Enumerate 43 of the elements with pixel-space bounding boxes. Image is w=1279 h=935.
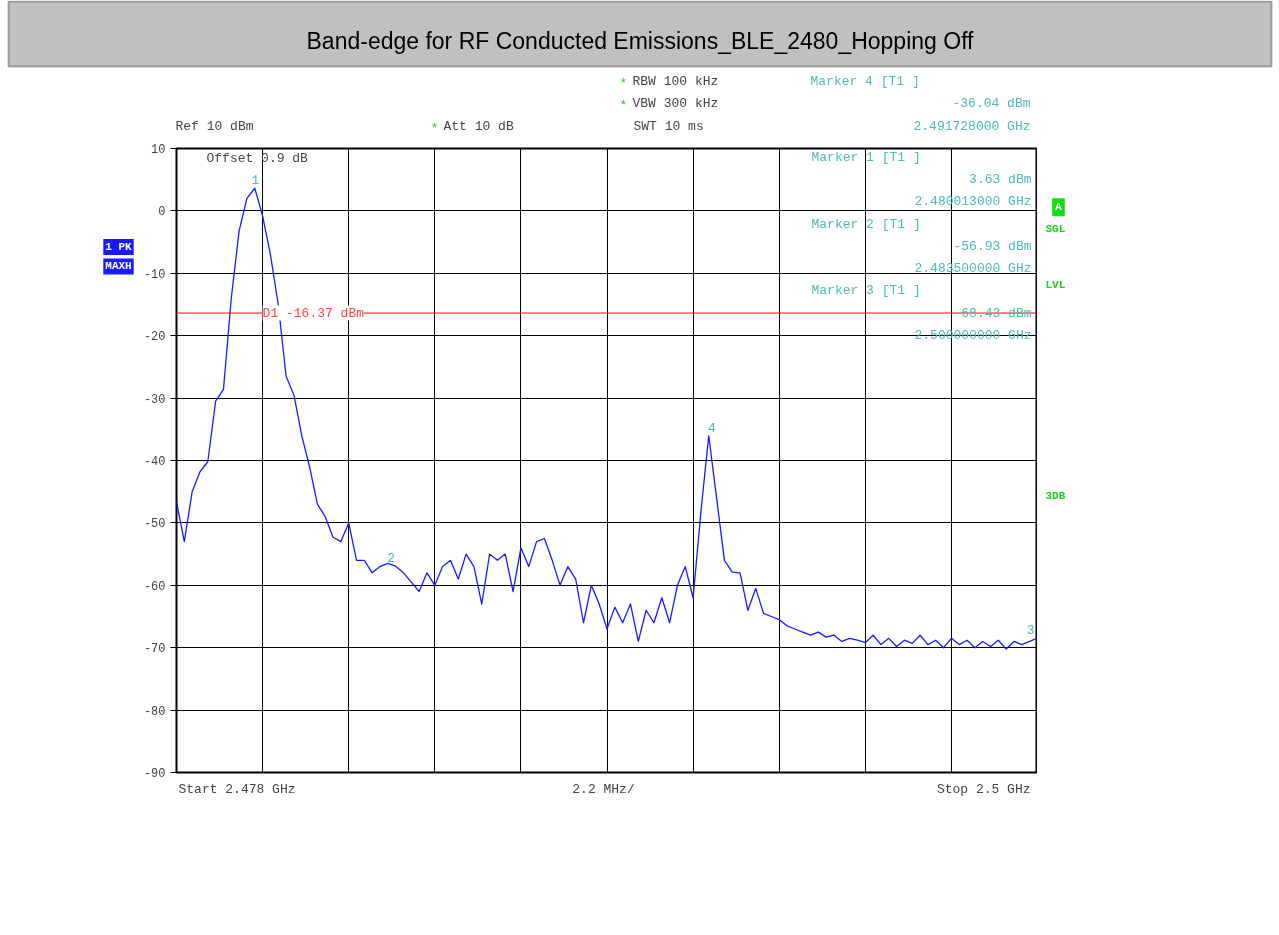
y-tick-label: -10 (143, 267, 166, 282)
text: -36.04 dBm (952, 95, 1031, 111)
annotation: 3.63 dBm (969, 171, 1032, 187)
text: SWT 10 ms (633, 118, 704, 134)
annotation: 3 (1026, 622, 1035, 638)
y-tick-label: -70 (143, 642, 166, 657)
y-tick-label: -90 (143, 767, 166, 781)
annotation: Marker 2 [T1 ] (811, 216, 921, 232)
text: * (619, 97, 628, 113)
y-tick-label: -30 (143, 392, 166, 407)
text: RBW 100 kHz (632, 73, 719, 89)
text: Marker 4 [T1 ] (810, 73, 920, 89)
y-tick-label: -20 (143, 330, 166, 345)
ref-line-label: D1 -16.37 dBm (262, 305, 365, 321)
line-series (176, 187, 1037, 650)
annotation: 1 (251, 173, 260, 189)
text: Ref 10 dBm (175, 118, 254, 134)
text: * (619, 75, 628, 91)
y-tick-label: 0 (158, 205, 166, 220)
y-tick-label: -40 (143, 455, 166, 469)
chart-title: Band-edge for RF Conducted Emissions_BLE_2480_Hopping Off (306, 27, 975, 54)
text: Att 10 dB (443, 118, 514, 134)
annotation: Marker 1 [T1 ] (811, 149, 921, 165)
text: LVL (1045, 278, 1066, 291)
text: VBW 300 kHz (632, 95, 719, 111)
text: Start 2.478 GHz (178, 781, 296, 797)
annotation: 4 (707, 420, 716, 436)
y-tick-label: -50 (143, 517, 166, 532)
text: A (1055, 201, 1063, 214)
y-tick-label: -80 (143, 704, 166, 719)
text: 1 PK (105, 241, 133, 254)
annotation: -56.93 dBm (953, 238, 1032, 254)
text: 2.2 MHz/ (572, 781, 635, 797)
y-tick-label: -60 (143, 579, 166, 594)
text: * (430, 120, 439, 136)
text: MAXH (105, 260, 132, 273)
text: 2.491728000 GHz (913, 118, 1031, 134)
annotation: 2 (387, 551, 396, 567)
annotation: Marker 3 [T1 ] (811, 282, 921, 298)
text: 3DB (1045, 490, 1066, 503)
text: Stop 2.5 GHz (936, 781, 1031, 797)
y-tick-label: 10 (151, 143, 166, 157)
text: SGL (1045, 222, 1066, 235)
